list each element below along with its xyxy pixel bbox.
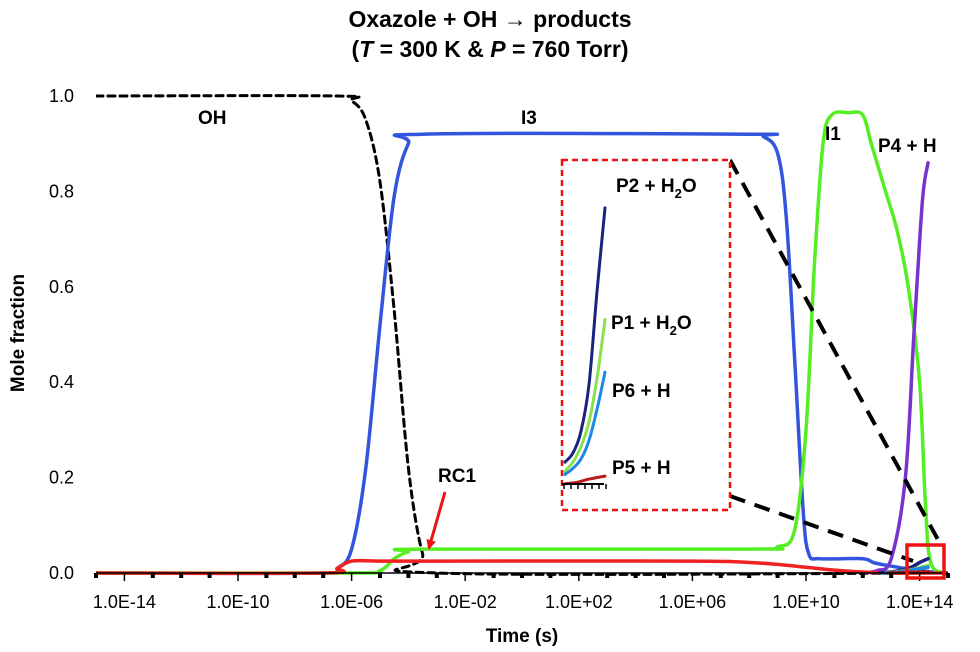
x-tick-label: 1.0E-06: [320, 592, 383, 612]
y-tick-label: 0.2: [49, 468, 74, 488]
x-tick-label: 1.0E-02: [434, 592, 497, 612]
label-oh: OH: [198, 108, 227, 129]
series-line-rc1: [96, 558, 948, 576]
x-tick-label: 1.0E+06: [659, 592, 727, 612]
zoom-region-box: [905, 543, 946, 580]
inset-series-line: [563, 318, 607, 473]
x-tick-label: 1.0E+10: [772, 592, 840, 612]
label-i1: I1: [825, 124, 841, 145]
x-tick-label: 1.0E+14: [886, 592, 954, 612]
x-tick-label: 1.0E-14: [93, 592, 156, 612]
x-tick-label: 1.0E+02: [545, 592, 613, 612]
y-tick-label: 0.4: [49, 372, 74, 392]
zoom-connector-upper: [728, 159, 944, 548]
label-p1-h2o: P1 + H2O: [611, 313, 692, 338]
y-tick-label: 0.6: [49, 277, 74, 297]
title-temperature-value: = 300 K &: [373, 36, 491, 62]
y-axis-title: Mole fraction: [8, 274, 29, 392]
label-p6-h: P6 + H: [612, 381, 671, 402]
label-p5-h: P5 + H: [612, 458, 671, 479]
chart-title-line-2: (T = 300 K & P = 760 Torr): [0, 36, 980, 63]
y-tick-label: 1.0: [49, 86, 74, 106]
series-line-i1: [96, 110, 948, 575]
title-temperature-symbol: T: [359, 36, 374, 62]
chart-title-line-1: Oxazole + OH → products: [348, 6, 632, 32]
x-tick-label: 1.0E-10: [206, 592, 269, 612]
title-pressure-value: = 760 Torr): [505, 36, 629, 62]
zoom-connector-lower: [729, 494, 914, 563]
title-pressure-symbol: P: [490, 36, 506, 62]
title-paren-open: (: [351, 36, 360, 62]
inset-series-line: [563, 370, 607, 476]
x-axis-title: Time (s): [486, 626, 559, 647]
inset-series-line: [563, 206, 607, 464]
y-tick-label: 0.0: [49, 563, 74, 583]
label-p2-h2o: P2 + H2O: [616, 176, 697, 201]
series-line-p4-h: [861, 161, 930, 575]
label-rc1: RC1: [438, 466, 476, 487]
series-line-i3: [96, 131, 948, 576]
label-p4-h: P4 + H: [878, 136, 937, 157]
inset-panel: [560, 158, 732, 512]
y-tick-label: 0.8: [49, 181, 74, 201]
label-i3: I3: [521, 108, 537, 129]
rc1-arrow: [426, 491, 447, 550]
